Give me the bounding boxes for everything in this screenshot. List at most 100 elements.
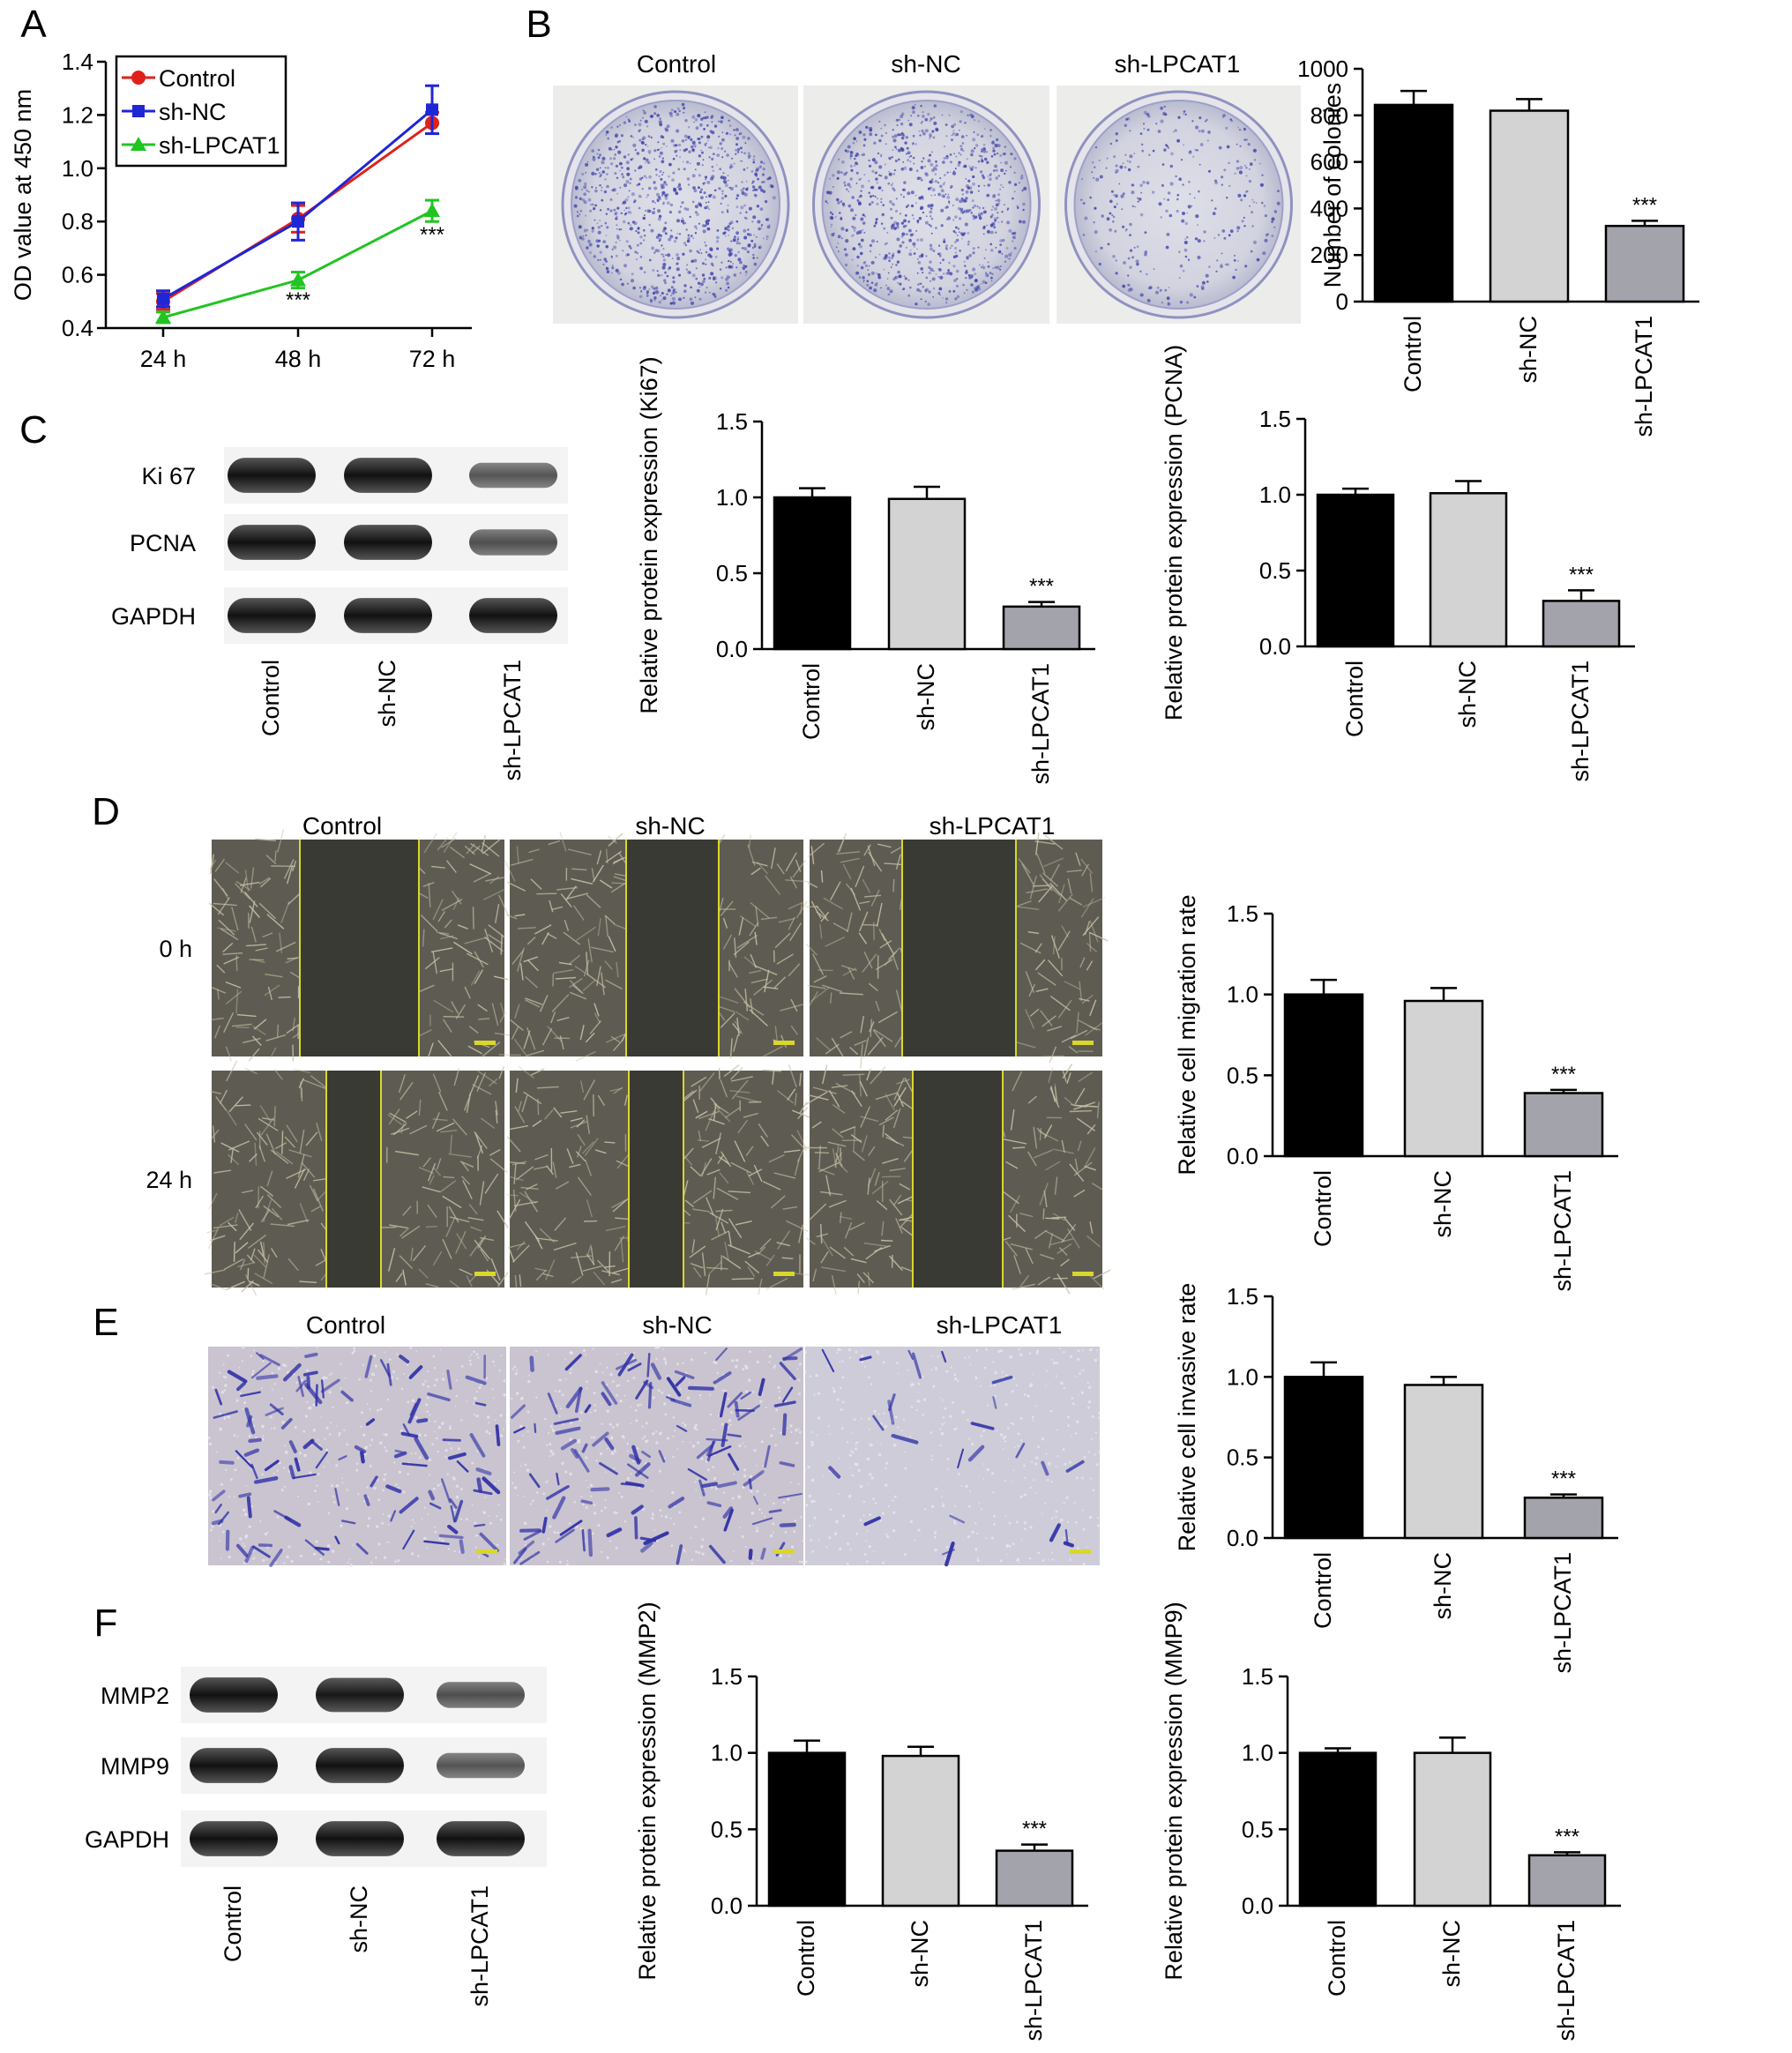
pore: [253, 1557, 256, 1559]
pore: [992, 1361, 995, 1363]
pore: [277, 1367, 280, 1370]
colony-dot: [1004, 260, 1006, 263]
cell: [1057, 1243, 1072, 1255]
colony-dot: [1223, 168, 1227, 172]
colony-dot: [878, 174, 881, 176]
pore: [494, 1364, 496, 1367]
colony-dot: [597, 148, 601, 152]
colony-dot: [999, 239, 1003, 243]
pore: [664, 1362, 668, 1365]
colony-dot: [679, 156, 682, 159]
colony-dot: [1147, 115, 1151, 118]
pore: [433, 1367, 437, 1370]
cell: [564, 919, 570, 931]
cell: [235, 880, 251, 891]
pore: [902, 1418, 906, 1421]
cell: [1012, 1146, 1026, 1149]
colony-dot: [636, 252, 639, 255]
pore: [333, 1501, 336, 1504]
colony-dot: [662, 296, 667, 301]
pore: [930, 1454, 933, 1457]
colony-dot: [706, 287, 708, 289]
colony-dot: [849, 185, 852, 189]
colony-dot: [897, 281, 899, 284]
cell: [739, 915, 757, 927]
colony-dot: [836, 170, 840, 175]
cell: [273, 1106, 276, 1127]
colony-dot: [952, 219, 955, 221]
pore: [976, 1557, 979, 1559]
pore: [635, 1419, 638, 1422]
pore: [594, 1370, 598, 1374]
colony-dot: [698, 114, 701, 117]
pore: [682, 1440, 684, 1443]
colony-dot: [735, 220, 739, 223]
colony-dot: [1178, 177, 1182, 181]
colony-dot: [1129, 154, 1133, 159]
pore: [471, 1461, 474, 1465]
pore: [223, 1417, 227, 1420]
colony-dot: [743, 187, 745, 190]
colony-dot: [1101, 214, 1104, 218]
colony-dot: [877, 152, 880, 155]
pore: [280, 1397, 283, 1400]
cell: [525, 997, 543, 1005]
colony-dot: [1112, 255, 1116, 258]
colony-dot: [1019, 220, 1021, 223]
colony-dot: [920, 282, 922, 285]
cell: [722, 1256, 742, 1270]
pore: [1077, 1547, 1079, 1550]
colony-dot: [685, 228, 688, 231]
colony-dot: [899, 282, 902, 286]
colony-dot: [1125, 118, 1128, 121]
pore: [1031, 1460, 1034, 1463]
pore: [370, 1378, 372, 1382]
cell: [226, 1280, 245, 1290]
colony-dot: [643, 214, 646, 217]
cell: [536, 892, 557, 895]
colony-dot: [841, 202, 846, 205]
cell: [756, 861, 769, 875]
cell: [448, 1452, 467, 1460]
colony-dot: [676, 267, 680, 272]
colony-dot: [939, 176, 942, 180]
colony-dot: [847, 204, 852, 208]
cell: [477, 1004, 488, 1012]
pore: [826, 1365, 829, 1367]
pore: [299, 1452, 302, 1455]
pore: [900, 1430, 903, 1432]
cell: [258, 1543, 273, 1548]
pore: [652, 1432, 655, 1436]
colony-dot: [693, 189, 698, 193]
pore: [250, 1504, 254, 1508]
cell: [1074, 1158, 1079, 1172]
pore: [728, 1419, 732, 1422]
colony-dot: [691, 148, 695, 152]
pore: [934, 1487, 938, 1491]
colony-dot: [1159, 288, 1162, 292]
colony-dot: [1146, 298, 1151, 302]
pore: [418, 1433, 422, 1437]
colony-dot: [632, 286, 636, 290]
colony-dot: [983, 257, 986, 259]
colony-dot: [923, 165, 926, 168]
pore: [497, 1504, 500, 1506]
pore: [990, 1472, 995, 1475]
colony-dot: [964, 271, 968, 274]
colony-dot: [649, 300, 653, 303]
cell: [541, 931, 549, 945]
colony-dot: [1149, 286, 1153, 289]
colony-dot: [899, 213, 902, 215]
colony-dot: [658, 240, 661, 243]
pore: [1046, 1479, 1049, 1482]
colony-dot: [927, 204, 931, 208]
pore: [470, 1354, 473, 1356]
pore: [312, 1429, 317, 1432]
colony-dot: [601, 161, 605, 165]
pore: [851, 1474, 855, 1477]
colony-dot: [579, 235, 583, 240]
cell: [571, 877, 594, 885]
marker-square: [426, 103, 438, 116]
colony-dot: [670, 286, 674, 289]
colony-dot: [691, 200, 695, 204]
